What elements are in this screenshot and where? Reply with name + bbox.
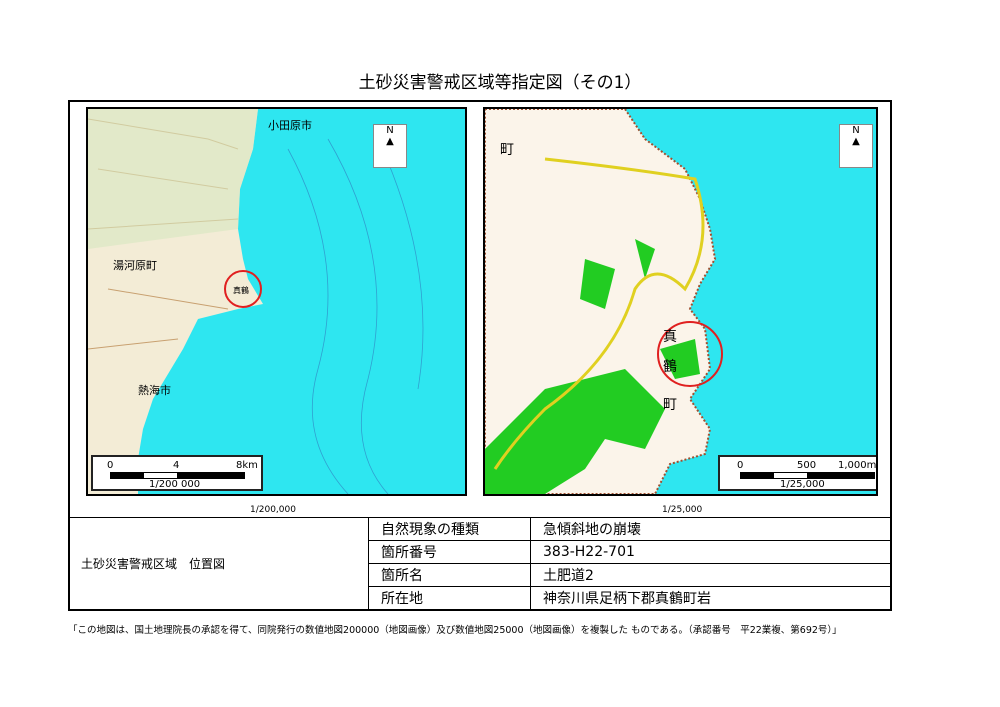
north-arrow-icon: N ▲ [373, 124, 407, 168]
overview-map-image: 小田原市 熱海市 真鶴 湯河原町 [88, 109, 465, 494]
location-marker [657, 321, 723, 387]
location-marker [224, 270, 262, 308]
map-label: 鶴 [663, 358, 677, 375]
row-value: 383-H22-701 [530, 540, 892, 564]
table-left-label: 土砂災害警戒区域 位置図 [68, 517, 369, 610]
detail-scale-caption: 1/25,000 [662, 505, 703, 515]
row-key: 箇所番号 [368, 540, 531, 564]
row-key: 自然現象の種類 [368, 517, 531, 541]
sheet-frame [68, 100, 892, 611]
overview-scale-caption: 1/200,000 [250, 505, 296, 515]
map-label: 町 [500, 142, 514, 158]
map-label: 小田原市 [268, 118, 312, 132]
overview-map: 小田原市 熱海市 真鶴 湯河原町 N ▲ 0 4 8km 1/200 000 [86, 107, 467, 496]
map-label: 真 [663, 329, 677, 345]
row-value: 急傾斜地の崩壊 [530, 517, 892, 541]
north-arrow-icon: N ▲ [839, 124, 873, 168]
scale-bar: 0 4 8km 1/200 000 [91, 455, 263, 491]
row-key: 箇所名 [368, 563, 531, 587]
footnote: 「この地図は、国土地理院長の承認を得て、同院発行の数値地図200000（地図画像… [68, 625, 842, 636]
map-label: 町 [663, 397, 677, 413]
info-table: 土砂災害警戒区域 位置図 自然現象の種類 急傾斜地の崩壊 箇所番号 383-H22… [68, 517, 892, 610]
page-title: 土砂災害警戒区域等指定図（その1） [358, 73, 642, 93]
detail-map: 町 真 鶴 町 N ▲ 0 500 1,000m 1/25,000 [483, 107, 878, 496]
map-label: 真鶴 [233, 285, 249, 295]
map-label: 熱海市 [138, 383, 171, 397]
map-label: 湯河原町 [113, 259, 157, 272]
scale-bar: 0 500 1,000m 1/25,000 [718, 455, 876, 491]
row-value: 土肥道2 [530, 563, 892, 587]
row-value: 神奈川県足柄下郡真鶴町岩 [530, 586, 892, 610]
detail-map-image: 町 真 鶴 町 [485, 109, 876, 494]
row-key: 所在地 [368, 586, 531, 610]
